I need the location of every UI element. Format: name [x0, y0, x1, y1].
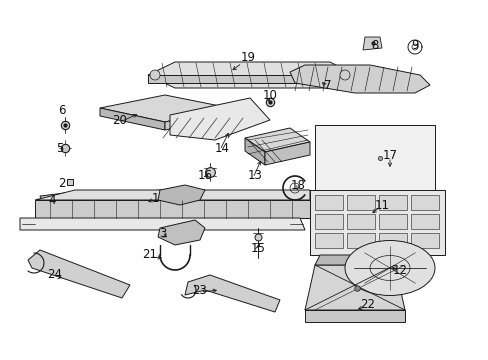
Polygon shape: [314, 125, 434, 198]
Polygon shape: [410, 214, 438, 229]
Polygon shape: [170, 98, 269, 140]
Polygon shape: [244, 128, 309, 152]
Text: 2: 2: [58, 176, 65, 189]
Text: 3: 3: [159, 226, 166, 239]
Text: 8: 8: [370, 39, 378, 51]
Polygon shape: [309, 190, 444, 255]
Polygon shape: [264, 142, 309, 165]
Text: 14: 14: [214, 141, 229, 154]
Polygon shape: [100, 95, 229, 122]
Text: 17: 17: [382, 149, 397, 162]
Text: 9: 9: [410, 39, 418, 51]
Text: 23: 23: [192, 284, 207, 297]
Polygon shape: [314, 195, 342, 210]
Polygon shape: [158, 220, 204, 245]
Polygon shape: [346, 214, 374, 229]
Polygon shape: [378, 233, 406, 248]
Polygon shape: [100, 108, 164, 130]
Text: 7: 7: [324, 78, 331, 91]
Polygon shape: [362, 37, 381, 50]
Text: 21: 21: [142, 248, 157, 261]
Text: 15: 15: [250, 242, 265, 255]
Polygon shape: [378, 195, 406, 210]
Ellipse shape: [345, 240, 434, 296]
Polygon shape: [20, 218, 305, 230]
Polygon shape: [35, 200, 309, 218]
Text: 20: 20: [112, 113, 127, 126]
Polygon shape: [289, 65, 429, 93]
Polygon shape: [314, 214, 342, 229]
Polygon shape: [148, 62, 354, 88]
Circle shape: [150, 70, 160, 80]
Text: 10: 10: [262, 89, 277, 102]
Polygon shape: [40, 193, 70, 208]
Polygon shape: [378, 214, 406, 229]
Circle shape: [339, 70, 349, 80]
Polygon shape: [138, 190, 172, 210]
Polygon shape: [305, 310, 404, 322]
Polygon shape: [346, 233, 374, 248]
Text: 6: 6: [58, 104, 65, 117]
Polygon shape: [35, 190, 309, 200]
Polygon shape: [314, 255, 394, 265]
Polygon shape: [28, 250, 130, 298]
Polygon shape: [410, 233, 438, 248]
Polygon shape: [164, 108, 229, 130]
Text: 18: 18: [290, 179, 305, 192]
Polygon shape: [184, 275, 280, 312]
Text: 22: 22: [360, 298, 375, 311]
Polygon shape: [314, 233, 342, 248]
Text: 16: 16: [197, 168, 212, 181]
Polygon shape: [158, 185, 204, 205]
Text: 12: 12: [392, 264, 407, 276]
Text: 11: 11: [374, 198, 389, 212]
Polygon shape: [410, 195, 438, 210]
Polygon shape: [148, 75, 354, 83]
Text: 1: 1: [151, 192, 159, 204]
Polygon shape: [346, 195, 374, 210]
Polygon shape: [305, 265, 404, 310]
Text: 24: 24: [47, 269, 62, 282]
Polygon shape: [244, 138, 264, 165]
Polygon shape: [394, 255, 414, 268]
Text: 4: 4: [48, 194, 56, 207]
Text: 19: 19: [240, 50, 255, 63]
Text: 5: 5: [56, 141, 63, 154]
Text: 13: 13: [247, 168, 262, 181]
